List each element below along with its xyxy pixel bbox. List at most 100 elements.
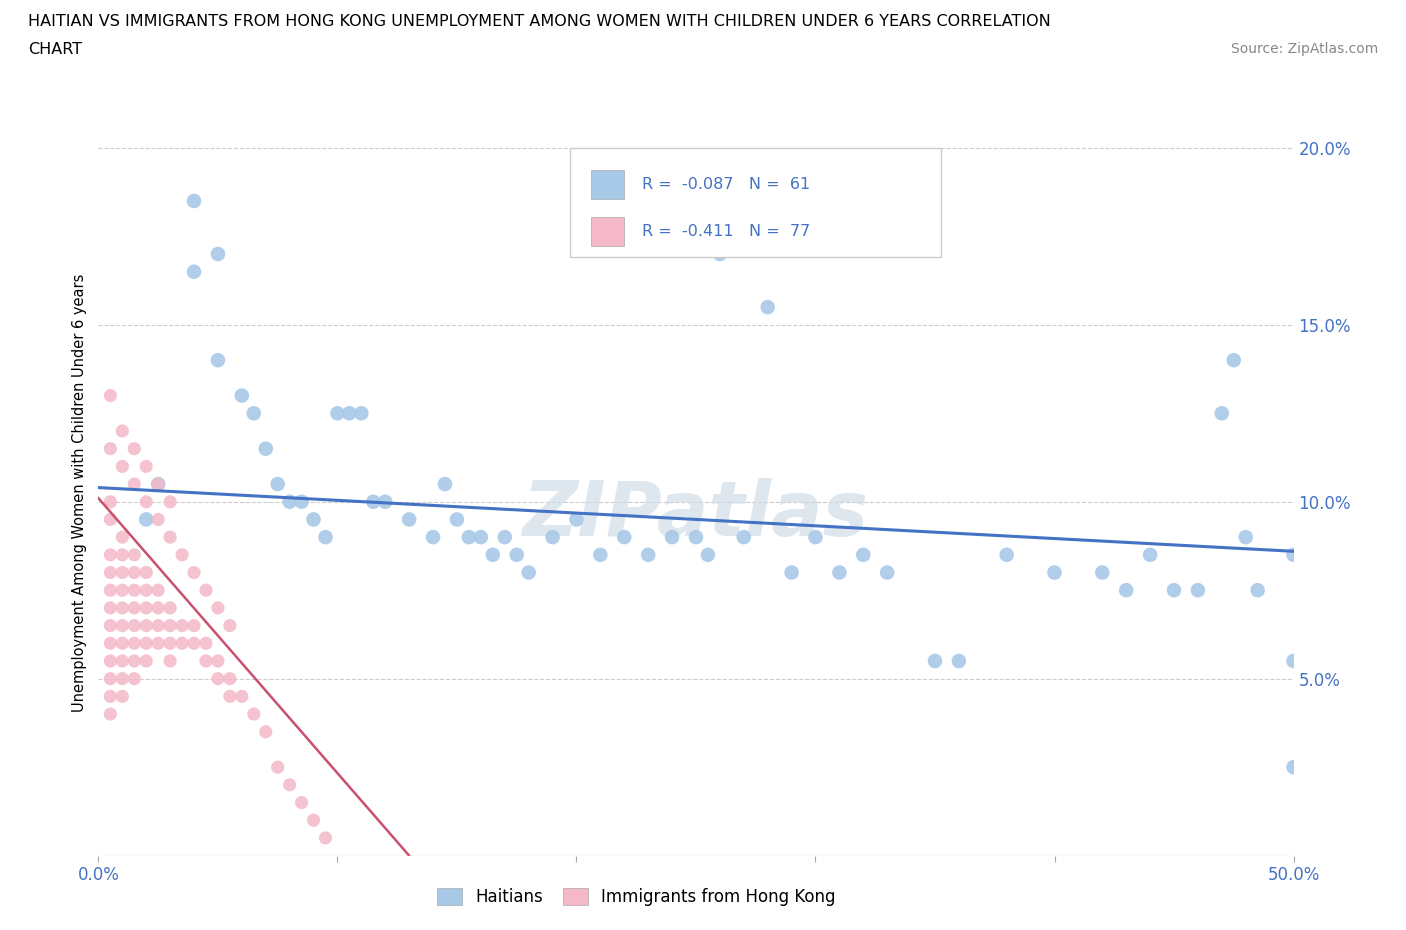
Point	[697, 548, 720, 563]
Point	[995, 548, 1018, 563]
Point	[254, 441, 277, 456]
Point	[243, 405, 266, 420]
Point	[267, 760, 290, 775]
Point	[148, 476, 170, 491]
Point	[290, 495, 312, 510]
Point	[98, 565, 122, 580]
Point	[148, 512, 170, 527]
Point	[804, 530, 827, 545]
Point	[98, 707, 122, 722]
Point	[733, 530, 755, 545]
Point	[207, 246, 229, 261]
Point	[1163, 583, 1185, 598]
Point	[350, 405, 373, 420]
Point	[948, 654, 970, 669]
Point	[183, 193, 205, 208]
Point	[541, 530, 564, 545]
Point	[98, 618, 122, 633]
Point	[231, 689, 253, 704]
Point	[207, 654, 229, 669]
Text: ZIPatlas: ZIPatlas	[523, 478, 869, 551]
Point	[315, 830, 337, 845]
Point	[111, 601, 134, 616]
Point	[135, 601, 157, 616]
Point	[124, 583, 146, 598]
Point	[302, 512, 325, 527]
Point	[135, 495, 157, 510]
Point	[98, 671, 122, 686]
Point	[135, 565, 157, 580]
Point	[315, 530, 337, 545]
Point	[183, 618, 205, 633]
Point	[159, 636, 181, 651]
Point	[1282, 654, 1305, 669]
Point	[267, 476, 290, 491]
Point	[111, 654, 134, 669]
Point	[219, 618, 242, 633]
Point	[111, 671, 134, 686]
Point	[661, 530, 683, 545]
Point	[589, 548, 612, 563]
Point	[290, 795, 312, 810]
Point	[876, 565, 898, 580]
Point	[98, 512, 122, 527]
Point	[219, 689, 242, 704]
Point	[637, 548, 659, 563]
Text: CHART: CHART	[28, 42, 82, 57]
Point	[458, 530, 481, 545]
Point	[124, 476, 146, 491]
Y-axis label: Unemployment Among Women with Children Under 6 years: Unemployment Among Women with Children U…	[72, 273, 87, 712]
Point	[111, 458, 134, 473]
Point	[219, 671, 242, 686]
Point	[1043, 565, 1066, 580]
Point	[111, 565, 134, 580]
Point	[98, 654, 122, 669]
Point	[685, 530, 707, 545]
Point	[1282, 548, 1305, 563]
Point	[446, 512, 468, 527]
Point	[135, 583, 157, 598]
Point	[98, 548, 122, 563]
Point	[159, 618, 181, 633]
Point	[194, 654, 217, 669]
Point	[481, 548, 505, 563]
Point	[111, 530, 134, 545]
Point	[1115, 583, 1137, 598]
Point	[135, 618, 157, 633]
Point	[506, 548, 529, 563]
Point	[111, 423, 134, 438]
Point	[613, 530, 636, 545]
Point	[98, 601, 122, 616]
Text: R =  -0.411   N =  77: R = -0.411 N = 77	[643, 224, 810, 239]
Point	[148, 601, 170, 616]
Point	[98, 441, 122, 456]
Text: HAITIAN VS IMMIGRANTS FROM HONG KONG UNEMPLOYMENT AMONG WOMEN WITH CHILDREN UNDE: HAITIAN VS IMMIGRANTS FROM HONG KONG UNE…	[28, 14, 1050, 29]
Point	[433, 476, 456, 491]
Point	[326, 405, 349, 420]
Point	[517, 565, 540, 580]
Point	[135, 458, 157, 473]
Text: R =  -0.087   N =  61: R = -0.087 N = 61	[643, 177, 810, 193]
Point	[278, 777, 301, 792]
Point	[98, 388, 122, 403]
Point	[494, 530, 516, 545]
Point	[1282, 760, 1305, 775]
Point	[148, 583, 170, 598]
Point	[243, 707, 266, 722]
Point	[363, 495, 385, 510]
Point	[254, 724, 277, 739]
Point	[207, 671, 229, 686]
Point	[135, 512, 157, 527]
Point	[709, 246, 731, 261]
Point	[172, 636, 194, 651]
Point	[159, 495, 181, 510]
Point	[111, 583, 134, 598]
Point	[98, 583, 122, 598]
Point	[194, 583, 217, 598]
Point	[1211, 405, 1233, 420]
Point	[159, 654, 181, 669]
FancyBboxPatch shape	[571, 149, 941, 258]
Point	[398, 512, 420, 527]
Point	[124, 601, 146, 616]
Point	[1091, 565, 1114, 580]
